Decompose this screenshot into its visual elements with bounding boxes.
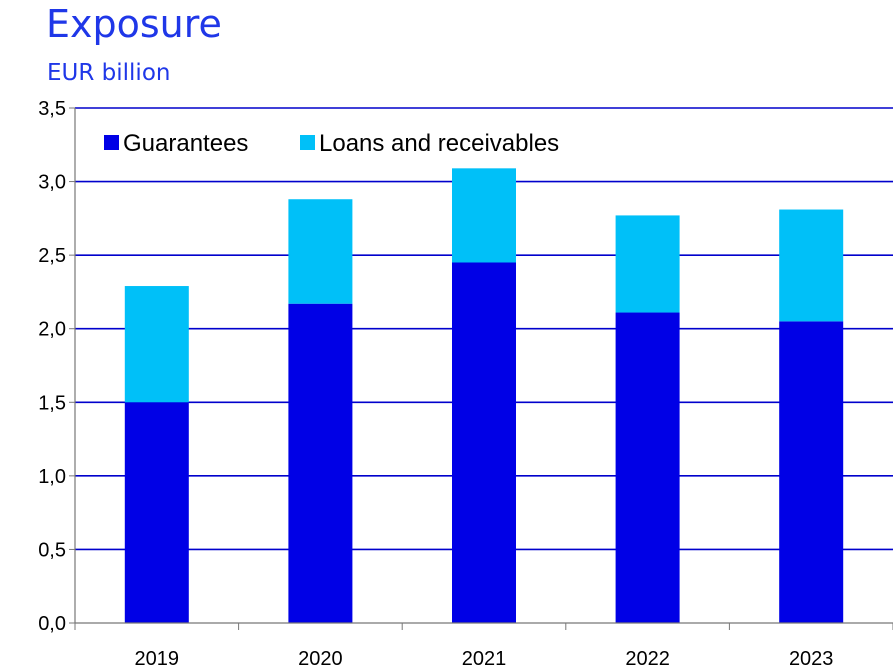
bar-guarantees-2020 bbox=[288, 303, 353, 623]
legend: Guarantees Loans and receivables bbox=[104, 130, 559, 157]
y-tick-label: 0,5 bbox=[38, 539, 66, 561]
y-tick-labels: 0,0 0,5 1,0 1,5 2,0 2,5 3,0 3,5 bbox=[38, 98, 66, 635]
x-tick-label: 2023 bbox=[789, 648, 834, 669]
bars bbox=[124, 168, 844, 623]
legend-swatch-loans-and-receivables bbox=[300, 135, 315, 150]
bar-loans-and-receivables-2023 bbox=[779, 209, 844, 322]
legend-swatch-guarantees bbox=[104, 135, 119, 150]
x-tick-label: 2021 bbox=[462, 648, 507, 669]
chart-subtitle: EUR billion bbox=[47, 60, 171, 86]
y-tick-label: 0,0 bbox=[38, 613, 66, 635]
bar-guarantees-2021 bbox=[452, 262, 516, 623]
chart-title: Exposure bbox=[46, 2, 222, 46]
bar-loans-and-receivables-2022 bbox=[615, 215, 680, 313]
legend-label-loans-and-receivables: Loans and receivables bbox=[319, 130, 559, 157]
y-tick-label: 1,5 bbox=[38, 392, 66, 414]
y-tick-label: 2,0 bbox=[38, 319, 66, 341]
x-tick-label: 2020 bbox=[298, 648, 343, 669]
x-tick-labels: 2019 2020 2021 2022 2023 bbox=[135, 648, 834, 669]
bar-guarantees-2022 bbox=[615, 312, 680, 623]
bar-guarantees-2023 bbox=[779, 321, 844, 623]
y-tick-label: 2,5 bbox=[38, 245, 66, 267]
axes bbox=[69, 107, 893, 630]
x-tick-label: 2022 bbox=[625, 648, 670, 669]
legend-label-guarantees: Guarantees bbox=[123, 130, 248, 157]
bar-loans-and-receivables-2021 bbox=[452, 168, 516, 263]
bar-loans-and-receivables-2020 bbox=[288, 199, 353, 304]
x-tick-label: 2019 bbox=[135, 648, 180, 669]
bar-guarantees-2019 bbox=[124, 402, 189, 623]
y-tick-label: 3,5 bbox=[38, 98, 66, 120]
y-tick-label: 3,0 bbox=[38, 172, 66, 194]
y-tick-label: 1,0 bbox=[38, 466, 66, 488]
bar-loans-and-receivables-2019 bbox=[124, 286, 189, 403]
